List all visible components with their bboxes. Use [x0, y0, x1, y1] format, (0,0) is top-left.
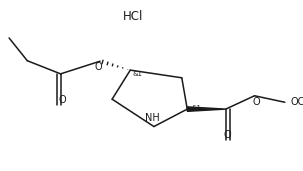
Text: &1: &1	[191, 105, 201, 111]
Text: NH: NH	[145, 113, 159, 123]
Text: O: O	[94, 62, 102, 72]
Text: O: O	[59, 95, 66, 105]
Polygon shape	[187, 107, 226, 111]
Text: HCl: HCl	[123, 10, 144, 23]
Text: O: O	[253, 97, 260, 107]
Text: O: O	[224, 130, 231, 140]
Text: OCH₃: OCH₃	[291, 97, 303, 107]
Text: &1: &1	[133, 71, 143, 77]
